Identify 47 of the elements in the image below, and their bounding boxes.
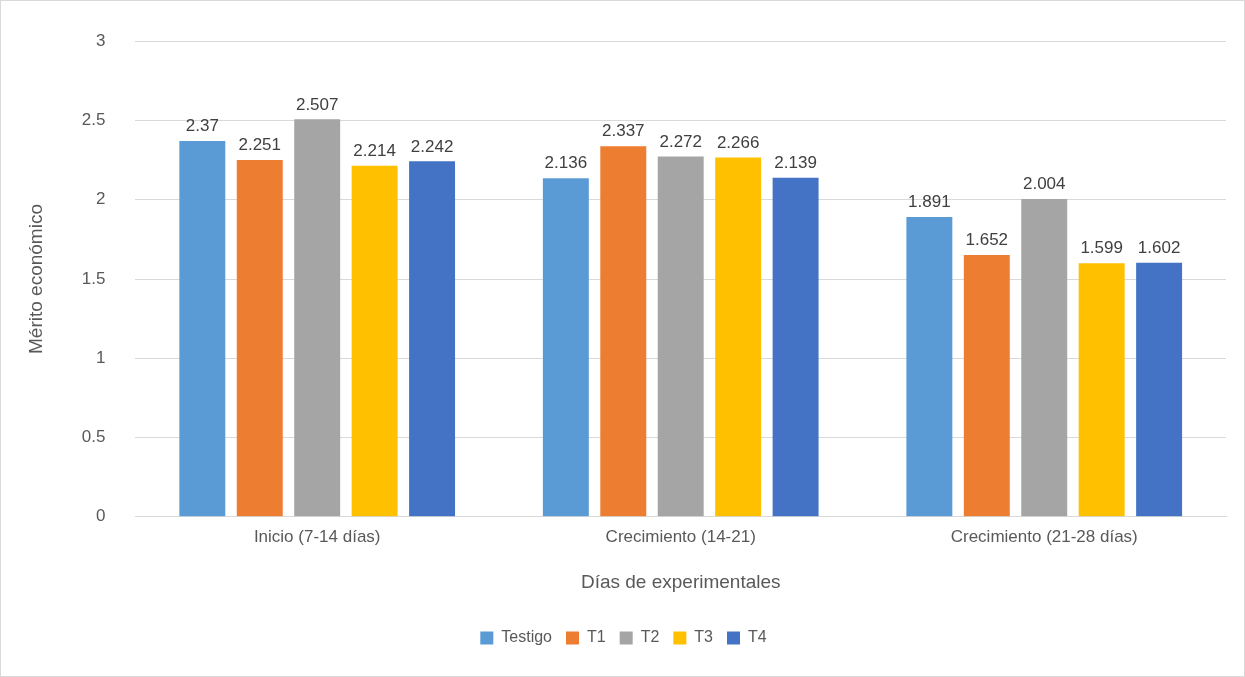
x-tick-label: Crecimiento (21-28 días): [950, 526, 1138, 546]
data-label: 2.272: [659, 131, 702, 151]
data-label: 1.602: [1137, 238, 1181, 258]
bar: [715, 157, 762, 517]
y-axis-title: Mérito económico: [24, 204, 46, 354]
data-label: 2.266: [716, 132, 760, 152]
y-tick-label: 3: [95, 30, 106, 50]
bar: [409, 161, 456, 517]
bar: [351, 165, 398, 517]
data-label: 2.004: [1022, 174, 1066, 194]
bar: [772, 177, 819, 517]
y-tick-label: 0: [95, 506, 106, 526]
data-label: 2.242: [410, 136, 454, 156]
legend-label: Testigo: [501, 628, 553, 646]
y-tick-label: 2.5: [81, 110, 106, 130]
data-label: 1.599: [1080, 238, 1123, 258]
bar: [1021, 199, 1068, 517]
bar: [179, 141, 226, 517]
data-label: 1.652: [965, 230, 1009, 250]
y-tick-label: 1: [95, 347, 106, 367]
legend-label: T4: [748, 628, 767, 646]
bar: [542, 178, 589, 517]
bar: [657, 156, 704, 517]
data-label: 2.214: [353, 140, 396, 160]
x-tick-label: Crecimiento (14-21): [605, 526, 756, 546]
bar: [1078, 263, 1125, 517]
bar: [1136, 262, 1183, 517]
data-label: 2.139: [774, 152, 817, 172]
bar: [236, 159, 283, 517]
bar: [294, 119, 341, 517]
legend-label: T2: [640, 628, 660, 646]
data-label: 2.251: [238, 135, 282, 155]
bar: [906, 217, 953, 517]
y-tick-label: 1.5: [81, 268, 106, 288]
data-label: 1.891: [908, 192, 951, 212]
x-tick-label: Inicio (7-14 días): [253, 526, 381, 546]
data-label: 2.136: [544, 153, 588, 173]
y-tick-label: 2: [95, 189, 106, 209]
data-label: 2.507: [295, 94, 339, 114]
data-label: 2.37: [185, 116, 219, 136]
x-axis-title: Días de experimentales: [580, 570, 781, 592]
data-label: 2.337: [602, 121, 645, 141]
legend-label: T3: [694, 628, 714, 646]
bar: [600, 146, 647, 517]
bar: [963, 254, 1010, 517]
legend-label: T1: [587, 628, 606, 646]
y-tick-label: 0.5: [81, 427, 106, 447]
